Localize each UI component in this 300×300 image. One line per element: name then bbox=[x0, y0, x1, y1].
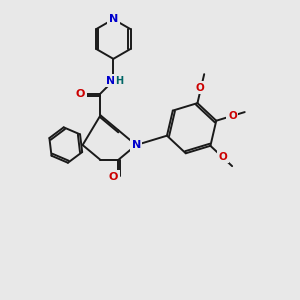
Text: N: N bbox=[106, 76, 115, 85]
Text: H: H bbox=[115, 76, 123, 85]
Text: O: O bbox=[76, 88, 85, 98]
Text: N: N bbox=[109, 14, 118, 24]
Text: O: O bbox=[109, 172, 118, 182]
Text: O: O bbox=[219, 152, 227, 162]
Text: O: O bbox=[196, 83, 204, 93]
Text: O: O bbox=[228, 111, 237, 121]
Text: N: N bbox=[131, 140, 141, 150]
